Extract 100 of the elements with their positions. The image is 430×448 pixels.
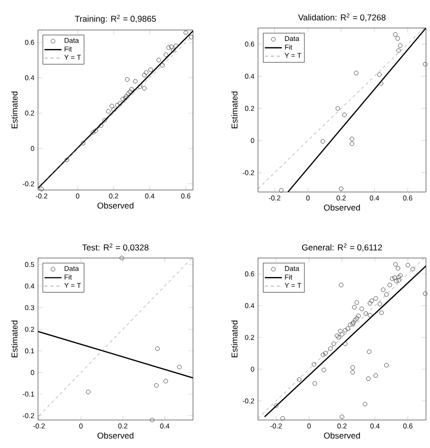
point	[177, 364, 182, 370]
point	[406, 262, 410, 268]
point	[338, 328, 343, 334]
point	[390, 276, 394, 281]
point	[394, 278, 399, 284]
point	[356, 314, 361, 318]
point	[320, 139, 326, 144]
point	[388, 282, 392, 288]
point	[378, 81, 384, 86]
point	[39, 186, 44, 192]
point	[348, 322, 352, 327]
point	[320, 352, 326, 358]
point	[170, 48, 176, 53]
y-axis-title: Estimated	[231, 92, 238, 128]
point	[343, 342, 348, 346]
point	[378, 302, 382, 306]
point	[164, 52, 168, 57]
point	[64, 158, 70, 162]
point	[156, 58, 161, 62]
point	[352, 304, 357, 310]
point	[340, 414, 344, 420]
point	[360, 306, 364, 312]
point	[138, 84, 142, 89]
chart-title: Validation: R$^{2}$ = 0,7268	[298, 13, 386, 22]
point	[366, 376, 371, 381]
point	[396, 278, 402, 282]
point	[110, 104, 114, 108]
point	[380, 288, 386, 292]
point	[342, 112, 347, 118]
point	[144, 70, 148, 75]
point	[364, 311, 368, 316]
point	[396, 266, 400, 271]
point	[354, 300, 360, 305]
point	[280, 416, 285, 421]
point	[343, 328, 348, 333]
point	[396, 48, 401, 53]
point	[346, 326, 350, 331]
point	[422, 291, 428, 296]
point	[393, 262, 398, 267]
point	[160, 63, 165, 68]
point	[102, 118, 107, 122]
point	[323, 351, 328, 356]
chart-title: Training: R$^{2}$ = 0,9865	[74, 14, 156, 24]
point	[164, 378, 168, 384]
point	[340, 332, 344, 336]
point	[379, 310, 384, 316]
y-axis-title: Estimated	[11, 320, 18, 358]
point	[90, 130, 96, 135]
point	[336, 106, 340, 111]
point	[184, 30, 188, 35]
point	[350, 142, 354, 146]
point	[350, 370, 355, 375]
point	[169, 44, 174, 50]
point	[354, 70, 358, 76]
point	[384, 292, 389, 297]
point	[93, 128, 98, 134]
point	[126, 91, 130, 96]
point	[374, 296, 378, 301]
point	[395, 36, 400, 41]
point	[392, 276, 397, 280]
point	[274, 403, 278, 408]
point	[155, 346, 160, 351]
point	[133, 79, 138, 84]
point	[129, 86, 134, 92]
x-axis-title: Observed	[97, 202, 134, 209]
point	[368, 312, 372, 318]
point	[374, 373, 378, 378]
point	[188, 34, 194, 40]
chart-title: General: R$^{2}$ = 0,6112	[302, 243, 382, 252]
point	[322, 368, 326, 372]
point	[142, 86, 147, 91]
point	[377, 72, 382, 77]
point	[98, 123, 104, 128]
point	[392, 32, 398, 37]
chart-title: Test: R$^{2}$ = 0,0328	[82, 243, 148, 252]
x-axis-title: Observed	[97, 432, 134, 439]
point	[422, 62, 428, 66]
point	[338, 186, 344, 192]
x-axis-title: Observed	[324, 204, 360, 211]
point	[362, 402, 368, 406]
point	[279, 188, 284, 193]
point	[398, 43, 402, 48]
point	[369, 298, 374, 304]
point	[410, 266, 416, 272]
point	[338, 282, 344, 288]
point	[354, 316, 360, 321]
y-axis-title: Estimated	[231, 320, 238, 358]
point	[120, 256, 124, 260]
point	[80, 140, 86, 146]
point	[352, 318, 358, 322]
y-axis-title: Estimated	[11, 92, 18, 128]
point	[154, 383, 159, 388]
point	[150, 418, 154, 422]
point	[118, 101, 122, 106]
point	[115, 102, 120, 108]
point	[312, 381, 318, 386]
point	[142, 72, 147, 78]
point	[312, 362, 316, 367]
point	[350, 136, 354, 142]
point	[332, 342, 336, 346]
